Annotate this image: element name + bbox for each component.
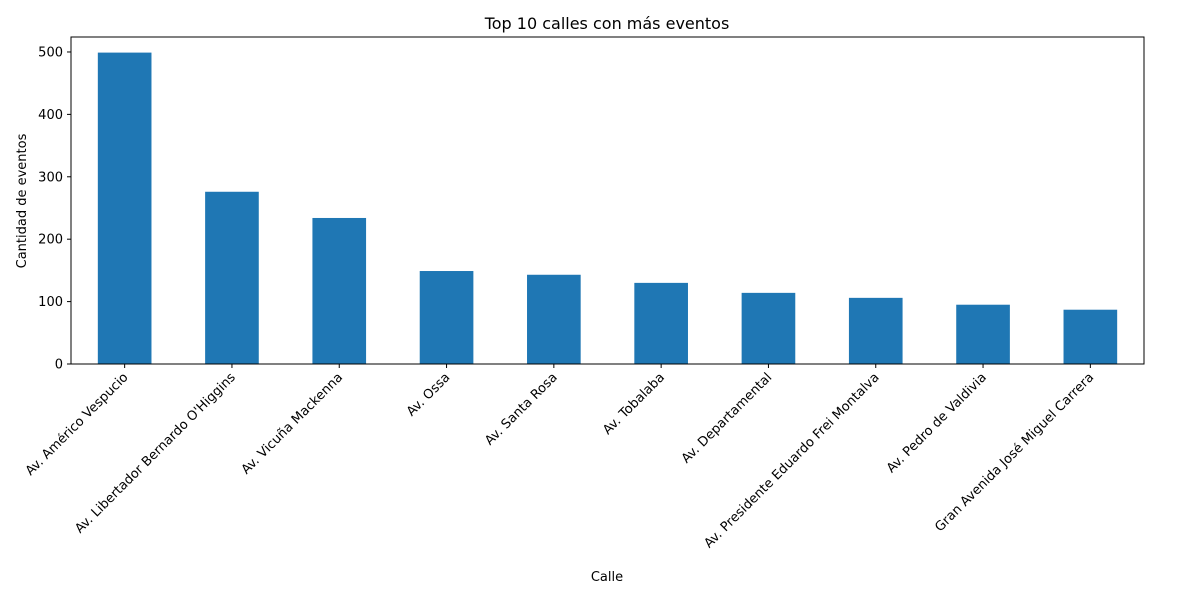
chart-title: Top 10 calles con más eventos — [484, 14, 730, 33]
y-tick-label: 500 — [38, 45, 63, 60]
y-axis-label: Cantidad de eventos — [15, 133, 30, 268]
x-tick-label: Av. Departamental — [679, 370, 775, 466]
bar — [848, 297, 903, 364]
bar — [634, 282, 688, 364]
x-tick-label: Av. Presidente Eduardo Frei Montalva — [702, 370, 883, 551]
plot-frame — [70, 36, 1145, 365]
x-tick-label: Av. Tobalaba — [600, 370, 668, 438]
bar — [205, 191, 259, 364]
plot-area: 0 100 200 300 400 500 Av. Américo Vespucio Av. … — [23, 36, 1145, 551]
bar — [527, 274, 581, 364]
x-tick-label: Av. Vicuña Mackenna — [239, 370, 346, 477]
x-tick-label: Av. Pedro de Valdivia — [884, 370, 990, 476]
x-axis-label: Calle — [591, 570, 623, 585]
y-tick-label: 400 — [38, 108, 63, 123]
y-tick-label: 200 — [38, 233, 63, 248]
x-tick-label: Av. Santa Rosa — [482, 370, 560, 448]
x-tick-label: Av. Ossa — [404, 370, 453, 419]
y-tick-label: 300 — [38, 170, 63, 185]
bar — [956, 304, 1010, 364]
y-tick-label: 100 — [38, 295, 63, 310]
bar — [741, 292, 796, 364]
y-tick-label: 0 — [55, 358, 63, 373]
bar — [1063, 309, 1118, 364]
bar — [97, 52, 152, 365]
x-tick-label: Av. Américo Vespucio — [23, 370, 132, 479]
bar — [312, 217, 367, 364]
bar — [419, 271, 474, 364]
